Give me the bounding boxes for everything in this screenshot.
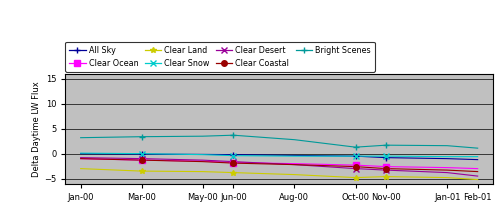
Legend: All Sky, Clear Ocean, Clear Land, Clear Snow, Clear Desert, Clear Coastal, Brigh: All Sky, Clear Ocean, Clear Land, Clear … [65, 42, 375, 72]
Y-axis label: Delta Daytime LW Flux: Delta Daytime LW Flux [32, 81, 41, 177]
